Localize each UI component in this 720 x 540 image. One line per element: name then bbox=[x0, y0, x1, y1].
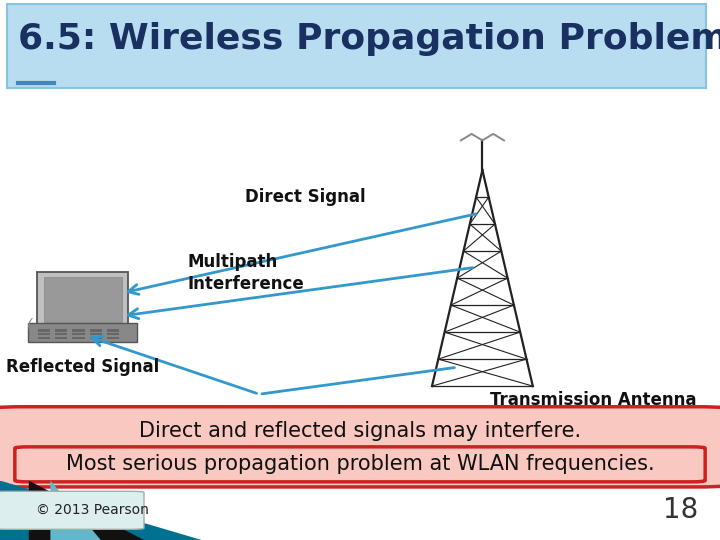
Polygon shape bbox=[29, 481, 144, 540]
Bar bbox=[107, 337, 119, 339]
Text: Most serious propagation problem at WLAN frequencies.: Most serious propagation problem at WLAN… bbox=[66, 454, 654, 474]
Bar bbox=[55, 329, 68, 332]
Text: Multipath
Interference: Multipath Interference bbox=[187, 253, 304, 293]
FancyBboxPatch shape bbox=[0, 491, 144, 529]
Bar bbox=[37, 337, 50, 339]
Text: (: ( bbox=[27, 317, 32, 331]
Bar bbox=[37, 329, 50, 332]
FancyBboxPatch shape bbox=[28, 323, 137, 342]
Bar bbox=[72, 337, 84, 339]
Bar bbox=[72, 333, 84, 335]
Bar bbox=[37, 333, 50, 335]
Text: 6.5: Wireless Propagation Problems: 6.5: Wireless Propagation Problems bbox=[18, 22, 720, 56]
FancyBboxPatch shape bbox=[37, 272, 128, 327]
Bar bbox=[89, 329, 102, 332]
Bar bbox=[89, 333, 102, 335]
Text: Reflected Signal: Reflected Signal bbox=[6, 358, 159, 376]
Bar bbox=[55, 337, 68, 339]
Text: 18: 18 bbox=[663, 496, 698, 524]
FancyBboxPatch shape bbox=[7, 4, 706, 88]
Bar bbox=[89, 337, 102, 339]
Text: © 2013 Pearson: © 2013 Pearson bbox=[36, 503, 149, 517]
FancyBboxPatch shape bbox=[15, 447, 705, 482]
Text: Direct Signal: Direct Signal bbox=[245, 188, 366, 206]
Bar bbox=[55, 333, 68, 335]
Bar bbox=[107, 333, 119, 335]
Polygon shape bbox=[0, 481, 202, 540]
Bar bbox=[107, 329, 119, 332]
Text: Transmission Antenna: Transmission Antenna bbox=[490, 390, 696, 409]
FancyBboxPatch shape bbox=[0, 407, 720, 487]
FancyBboxPatch shape bbox=[44, 277, 122, 322]
Text: Direct and reflected signals may interfere.: Direct and reflected signals may interfe… bbox=[139, 421, 581, 441]
Polygon shape bbox=[50, 481, 101, 540]
Bar bbox=[72, 329, 84, 332]
